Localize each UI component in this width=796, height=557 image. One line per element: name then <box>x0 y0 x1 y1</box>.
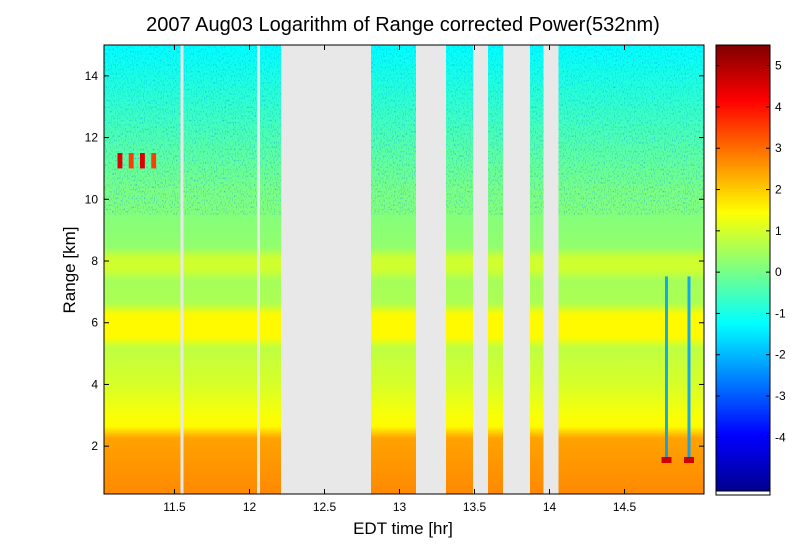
signal-streak <box>665 276 668 459</box>
data-gap <box>257 45 260 494</box>
plot-area <box>104 45 704 494</box>
colorbar-scale <box>715 44 771 492</box>
colorbar-base <box>715 490 771 496</box>
y-tick-label: 14 <box>85 69 99 83</box>
y-tick-label: 2 <box>91 439 98 453</box>
y-tick-label: 10 <box>85 192 99 206</box>
signal-spike <box>661 456 672 463</box>
signal-streak <box>687 276 691 459</box>
x-axis: 11.5 12 12.5 13 13.5 14 14.5 <box>163 45 637 514</box>
data-gap <box>281 45 371 494</box>
colorbar-tick-label: -1 <box>775 306 786 320</box>
cloud-patch <box>117 153 123 169</box>
data-gap <box>503 45 530 494</box>
colorbar-tick-label: -3 <box>775 389 786 403</box>
colorbar-tick-label: 5 <box>775 59 782 73</box>
cloud-patch <box>128 153 134 169</box>
x-tick-label: 14 <box>543 500 557 514</box>
plot-frame <box>103 44 705 495</box>
x-tick-label: 13 <box>393 500 407 514</box>
colorbar-tick-label: 2 <box>775 183 782 197</box>
colorbar-tick-label: -2 <box>775 348 786 362</box>
colorbar-tick-label: 4 <box>775 100 782 114</box>
cloud-patch <box>140 153 145 169</box>
x-tick-label: 12.5 <box>313 500 337 514</box>
signal-spike <box>684 456 694 463</box>
x-tick-label: 13.5 <box>463 500 487 514</box>
y-axis-label: Range [km] <box>60 227 79 314</box>
y-axis: 2 4 6 8 10 12 14 <box>85 69 704 453</box>
x-tick-label: 12 <box>243 500 257 514</box>
noise-speckle <box>104 45 704 215</box>
data-gap <box>180 45 184 494</box>
colorbar-tick-label: -4 <box>775 430 786 444</box>
data-gap <box>416 45 446 494</box>
y-tick-label: 8 <box>91 254 98 268</box>
y-tick-label: 6 <box>91 316 98 330</box>
y-tick-label: 12 <box>85 131 99 145</box>
cloud-patch <box>151 153 157 169</box>
colorbar-tick-label: 1 <box>775 224 782 238</box>
colorbar-tick-label: 0 <box>775 265 782 279</box>
colorbar: -4 -3 -2 -1 0 1 2 3 4 5 <box>715 44 786 496</box>
y-tick-label: 4 <box>91 377 98 391</box>
data-gap <box>543 45 559 494</box>
chart-title: 2007 Aug03 Logarithm of Range corrected … <box>146 14 660 36</box>
x-tick-label: 14.5 <box>613 500 637 514</box>
colorbar-tick-label: 3 <box>775 141 782 155</box>
data-gap <box>473 45 488 494</box>
x-axis-label: EDT time [hr] <box>353 519 453 538</box>
x-tick-label: 11.5 <box>163 500 186 514</box>
